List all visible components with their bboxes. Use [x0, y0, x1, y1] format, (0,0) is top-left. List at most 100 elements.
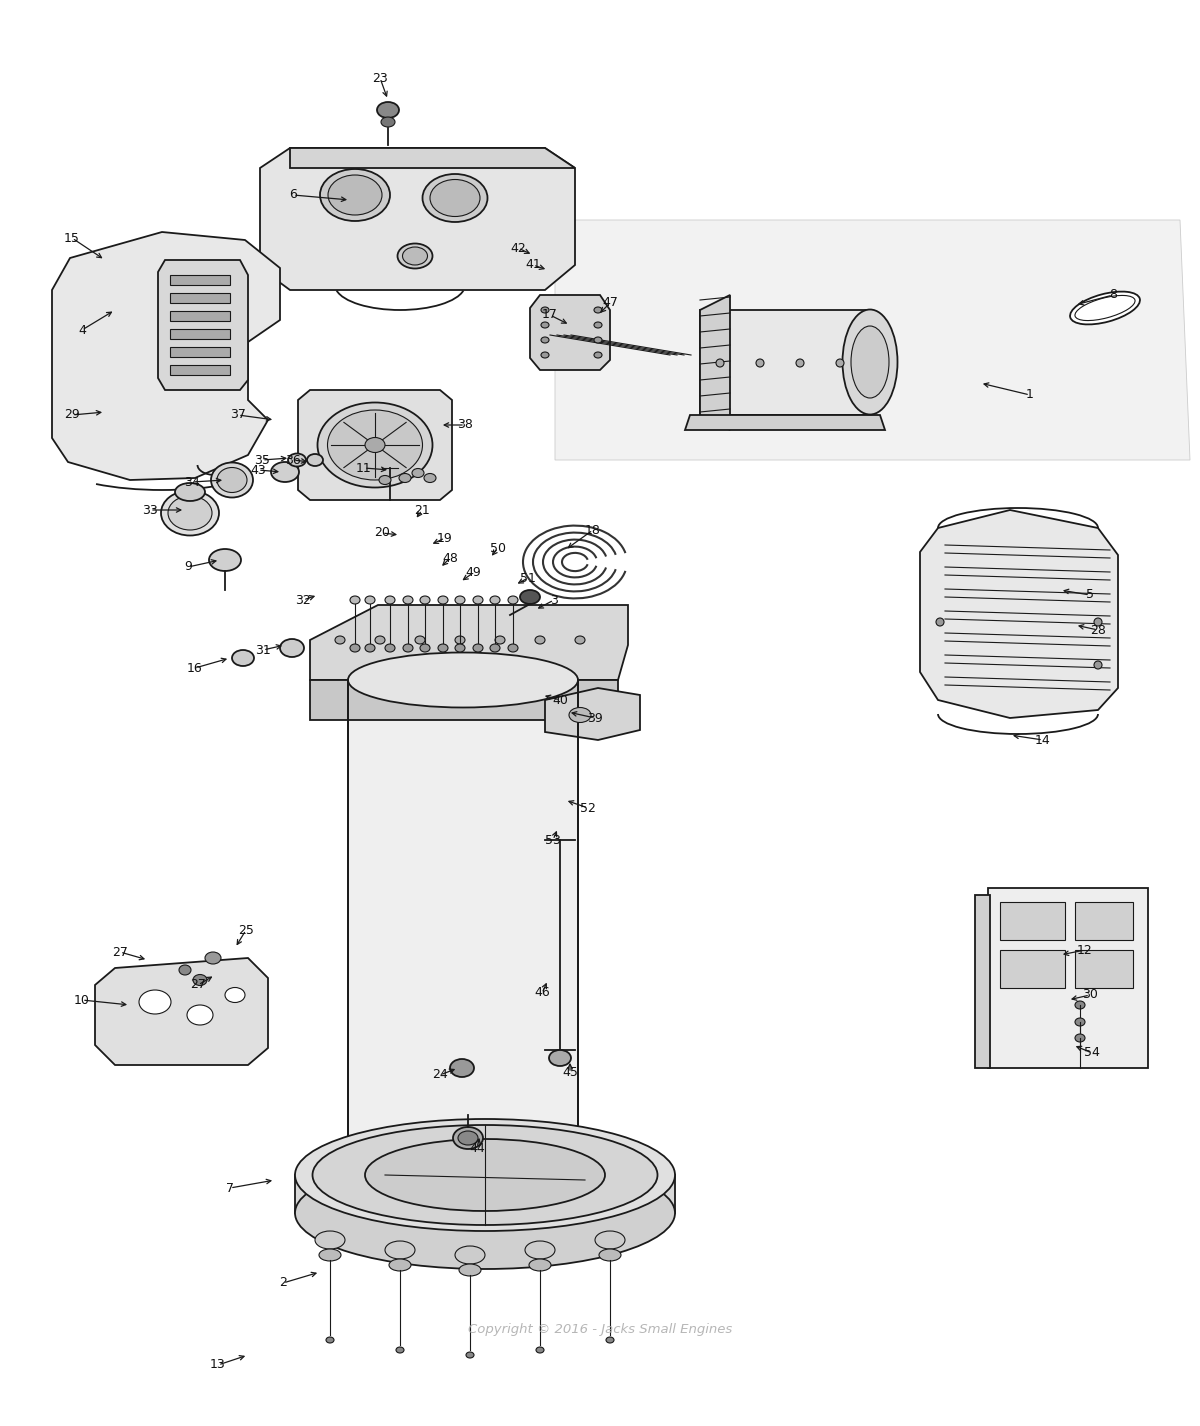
Ellipse shape	[473, 596, 482, 605]
Ellipse shape	[1094, 617, 1102, 626]
Text: 9: 9	[184, 560, 192, 573]
Ellipse shape	[1094, 662, 1102, 669]
Ellipse shape	[397, 244, 432, 268]
Ellipse shape	[575, 636, 586, 645]
Polygon shape	[700, 295, 730, 431]
Ellipse shape	[350, 645, 360, 652]
Ellipse shape	[541, 307, 550, 312]
Ellipse shape	[320, 170, 390, 221]
Ellipse shape	[179, 965, 191, 975]
Ellipse shape	[836, 359, 844, 366]
Ellipse shape	[348, 653, 578, 707]
Bar	[1000, 903, 1066, 940]
Ellipse shape	[402, 247, 427, 265]
Ellipse shape	[365, 645, 374, 652]
Ellipse shape	[312, 1125, 658, 1225]
Text: 51: 51	[520, 572, 536, 585]
Ellipse shape	[319, 1249, 341, 1261]
Ellipse shape	[348, 1122, 578, 1178]
Text: 27: 27	[190, 978, 206, 991]
Text: 18: 18	[586, 523, 601, 536]
Ellipse shape	[232, 650, 254, 666]
Ellipse shape	[595, 1231, 625, 1249]
Polygon shape	[700, 309, 870, 415]
Ellipse shape	[422, 174, 487, 222]
Text: 12: 12	[1078, 944, 1093, 957]
Ellipse shape	[412, 469, 424, 478]
Ellipse shape	[1075, 1018, 1085, 1025]
Ellipse shape	[536, 1348, 544, 1353]
Polygon shape	[685, 415, 886, 431]
Bar	[1075, 903, 1133, 940]
Ellipse shape	[458, 1131, 478, 1145]
Ellipse shape	[226, 987, 245, 1002]
Ellipse shape	[295, 1156, 674, 1269]
Text: 34: 34	[184, 475, 200, 489]
Ellipse shape	[424, 473, 436, 482]
Ellipse shape	[374, 636, 385, 645]
Text: 54: 54	[1084, 1047, 1100, 1060]
Ellipse shape	[415, 636, 425, 645]
Text: 13: 13	[210, 1359, 226, 1372]
Text: 8: 8	[1109, 288, 1117, 301]
Ellipse shape	[328, 411, 422, 481]
Ellipse shape	[205, 953, 221, 964]
Polygon shape	[158, 260, 248, 389]
Ellipse shape	[606, 1338, 614, 1343]
Ellipse shape	[1075, 1034, 1085, 1042]
Text: 5: 5	[1086, 589, 1094, 602]
Text: 27: 27	[112, 945, 128, 958]
Ellipse shape	[209, 549, 241, 570]
Ellipse shape	[496, 636, 505, 645]
Ellipse shape	[211, 462, 253, 498]
Ellipse shape	[1075, 295, 1135, 321]
Text: 23: 23	[372, 71, 388, 84]
Bar	[170, 292, 230, 302]
Ellipse shape	[398, 473, 410, 482]
Ellipse shape	[594, 322, 602, 328]
Polygon shape	[260, 148, 575, 289]
Ellipse shape	[490, 596, 500, 605]
Text: 39: 39	[587, 712, 602, 724]
Ellipse shape	[288, 453, 306, 466]
Polygon shape	[545, 687, 640, 740]
Ellipse shape	[851, 327, 889, 398]
Ellipse shape	[379, 475, 391, 485]
Ellipse shape	[385, 1241, 415, 1259]
Ellipse shape	[314, 1231, 346, 1249]
Text: 45: 45	[562, 1067, 578, 1079]
Text: 35: 35	[254, 453, 270, 466]
Polygon shape	[295, 1175, 674, 1214]
Text: 1: 1	[1026, 388, 1034, 402]
Ellipse shape	[458, 1263, 481, 1276]
Ellipse shape	[594, 352, 602, 358]
Polygon shape	[920, 511, 1118, 719]
Polygon shape	[95, 958, 268, 1065]
Text: 31: 31	[256, 643, 271, 656]
Ellipse shape	[280, 639, 304, 657]
Ellipse shape	[382, 117, 395, 127]
Ellipse shape	[466, 1352, 474, 1358]
Ellipse shape	[335, 636, 346, 645]
Ellipse shape	[490, 645, 500, 652]
Text: 33: 33	[142, 503, 158, 516]
Text: 36: 36	[286, 453, 301, 466]
Ellipse shape	[168, 496, 212, 530]
Ellipse shape	[365, 1139, 605, 1211]
Ellipse shape	[1070, 291, 1140, 325]
Ellipse shape	[161, 491, 220, 536]
Text: 3: 3	[550, 593, 558, 606]
Text: 52: 52	[580, 801, 596, 814]
Text: 28: 28	[1090, 623, 1106, 636]
Polygon shape	[52, 232, 280, 481]
Text: Copyright © 2016 - Jacks Small Engines: Copyright © 2016 - Jacks Small Engines	[468, 1323, 732, 1336]
Text: 10: 10	[74, 994, 90, 1007]
Ellipse shape	[420, 596, 430, 605]
Ellipse shape	[326, 1338, 334, 1343]
Text: 2: 2	[280, 1276, 287, 1289]
Polygon shape	[530, 295, 610, 369]
Ellipse shape	[438, 596, 448, 605]
Ellipse shape	[193, 974, 208, 985]
Polygon shape	[310, 680, 618, 720]
Ellipse shape	[365, 438, 385, 452]
